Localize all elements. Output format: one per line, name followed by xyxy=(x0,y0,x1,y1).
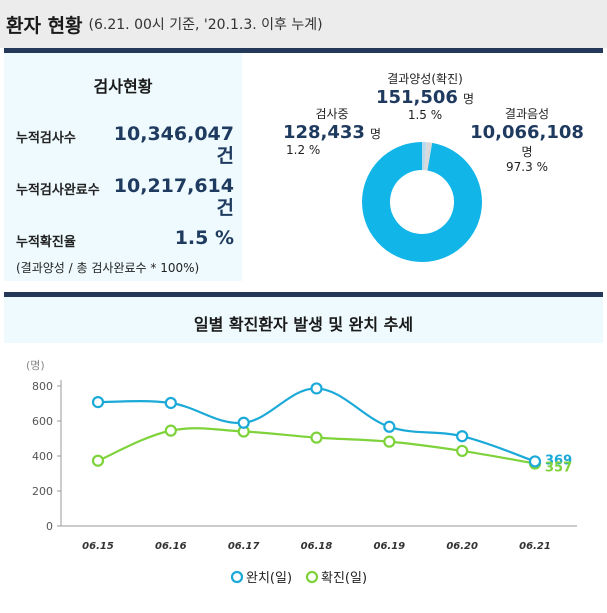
stat-row-total-tests: 누적검사수 10,346,047 건 xyxy=(16,123,238,167)
stat-label: 누적검사완료수 xyxy=(16,183,100,198)
donut-label-pct: 1.5 % xyxy=(407,108,443,122)
legend-label[interactable]: 완치(일) xyxy=(246,571,292,586)
stat-value: 1.5 % xyxy=(174,227,234,249)
page-title: 환자 현황 xyxy=(6,14,83,37)
data-point[interactable] xyxy=(528,455,542,468)
data-point[interactable] xyxy=(456,430,469,443)
data-point[interactable] xyxy=(310,431,323,444)
data-point[interactable] xyxy=(164,396,177,410)
legend-marker[interactable] xyxy=(230,570,244,584)
positive-rate-note: (결과양성 / 총 검사완료수 * 100%) xyxy=(16,261,200,275)
x-tick-label: 06.17 xyxy=(228,541,260,552)
data-point[interactable] xyxy=(310,382,323,395)
y-tick-label: 200 xyxy=(32,485,53,498)
top-divider xyxy=(4,48,603,53)
data-point[interactable] xyxy=(456,444,469,458)
donut-label-pct: 1.2 % xyxy=(286,143,321,157)
y-tick-label: 800 xyxy=(32,380,53,393)
page-subtitle: (6.21. 00시 기준, '20.1.3. 이후 누계) xyxy=(88,17,323,33)
trend-chart-area: (명) 0 200 400 600 800 06.15 06.16 06.17 06.18 06.1… xyxy=(4,343,603,609)
stat-row-positive-rate: 누적확진율 1.5 % xyxy=(16,227,238,253)
stat-label: 누적확진율 xyxy=(16,235,76,250)
stat-value: 10,346,047 건 xyxy=(94,123,234,167)
donut-slice-testing xyxy=(362,142,482,262)
donut-label-name: 결과음성 xyxy=(504,107,550,121)
data-point[interactable] xyxy=(383,435,396,448)
data-point[interactable] xyxy=(383,420,396,433)
stat-unit: 건 xyxy=(216,197,234,219)
x-tick-label: 06.20 xyxy=(446,541,478,552)
data-label-last: 369 xyxy=(545,453,572,468)
series-line-recovered xyxy=(97,387,536,463)
data-point[interactable] xyxy=(164,424,177,437)
stat-number: 10,217,614 xyxy=(113,175,234,197)
x-tick-label: 06.19 xyxy=(374,541,406,552)
x-tick-label: 06.21 xyxy=(519,541,551,552)
legend-label[interactable]: 확진(일) xyxy=(321,571,367,586)
y-tick-label: 0 xyxy=(46,520,53,533)
donut-label-pct: 97.3 % xyxy=(506,160,548,174)
donut-label-name: 결과양성(확진) xyxy=(387,72,463,86)
stat-label: 누적검사수 xyxy=(16,131,76,146)
legend-marker[interactable] xyxy=(305,570,319,584)
stat-value: 10,217,614 건 xyxy=(94,175,234,219)
donut-label-value: 10,066,108 xyxy=(470,122,584,143)
data-label-last: 357 xyxy=(545,461,572,476)
x-tick-label: 06.15 xyxy=(82,541,114,552)
donut-chart xyxy=(362,142,482,262)
donut-label-testing: 검사중 128,433 명 1.2 % xyxy=(272,105,392,157)
data-point[interactable] xyxy=(91,454,105,467)
donut-label-unit: 명 xyxy=(463,92,475,106)
donut-label-negative: 결과음성 10,066,108 명 97.3 % xyxy=(464,105,590,174)
chart-divider xyxy=(4,292,603,297)
data-point[interactable] xyxy=(237,416,250,429)
donut-label-value: 128,433 xyxy=(282,122,365,143)
stat-unit: 건 xyxy=(216,145,234,167)
x-tick-label: 06.18 xyxy=(301,541,333,552)
y-axis-unit-label: (명) xyxy=(26,359,45,372)
donut-label-value: 151,506 xyxy=(375,87,458,108)
test-status-title: 검사현황 xyxy=(93,77,153,96)
chart-title: 일별 확진환자 발생 및 완치 추세 xyxy=(193,315,414,334)
donut-label-unit: 명 xyxy=(370,127,382,141)
x-tick-label: 06.16 xyxy=(155,541,187,552)
y-tick-label: 400 xyxy=(32,450,53,463)
page-header: 환자 현황 (6.21. 00시 기준, '20.1.3. 이후 누계) xyxy=(0,0,607,48)
donut-label-unit: 명 xyxy=(521,145,533,159)
y-tick-label: 600 xyxy=(32,415,53,428)
line-chart: (명) 0 200 400 600 800 06.15 06.16 06.17 06.18 06.1… xyxy=(26,359,577,586)
result-donut-panel: 결과양성(확진) 151,506 명 1.5 % 검사중 128,433 명 1… xyxy=(242,53,603,281)
data-point[interactable] xyxy=(91,395,105,409)
donut-label-name: 검사중 xyxy=(315,107,349,121)
stat-row-completed-tests: 누적검사완료수 10,217,614 건 xyxy=(16,175,238,219)
stat-number: 10,346,047 xyxy=(113,123,234,145)
donut-label-positive: 결과양성(확진) 151,506 명 1.5 % xyxy=(360,70,490,122)
test-status-panel: 검사현황 누적검사수 10,346,047 건 누적검사완료수 10,217,6… xyxy=(4,53,242,281)
